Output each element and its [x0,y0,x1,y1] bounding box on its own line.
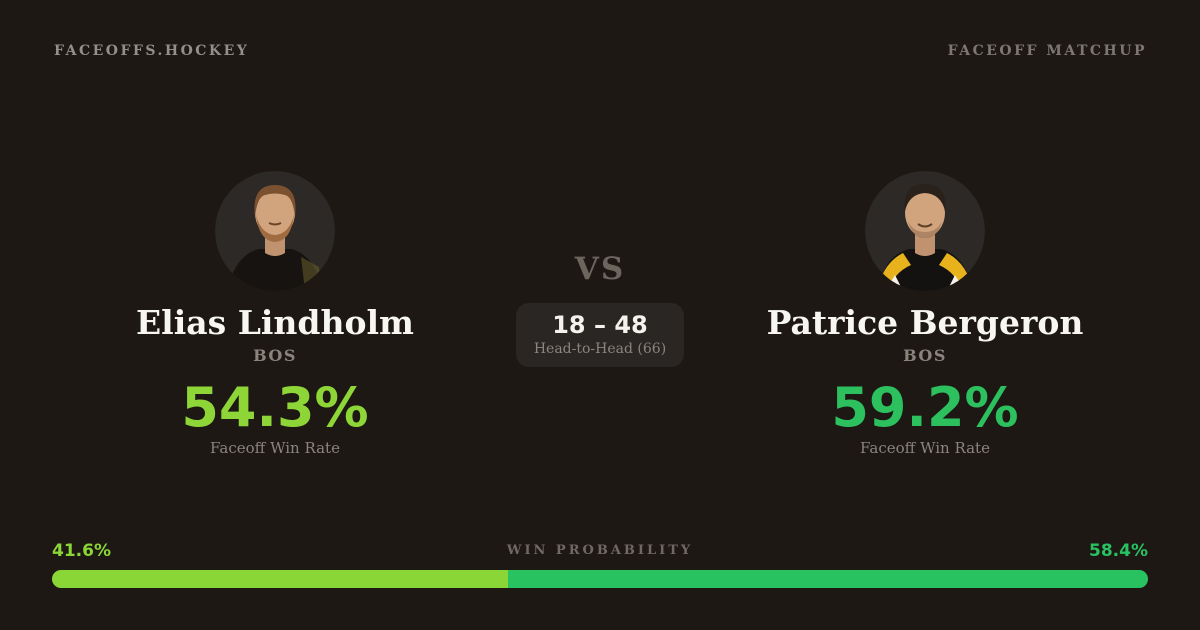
player-avatar-illustration [215,171,335,291]
head-to-head-box: 18 – 48 Head-to-Head (66) [515,303,685,367]
win-prob-right-fill [507,570,1148,588]
matchup-center: VS 18 – 48 Head-to-Head (66) [480,250,720,367]
right-win-rate-label: Faceoff Win Rate [860,439,990,457]
head-to-head-label: Head-to-Head (66) [533,341,667,357]
brand-logo-text: FACEOFFS.HOCKEY [54,43,250,59]
player-name-left: Elias Lindholm [136,303,414,342]
player-photo-right [865,171,985,291]
left-win-rate: 54.3% [181,376,369,439]
player-card-left: Elias Lindholm BOS 54.3% Faceoff Win Rat… [55,171,495,457]
win-probability-title: WIN PROBABILITY [506,543,694,558]
page-context-label: FACEOFF MATCHUP [947,43,1147,59]
player-name-right: Patrice Bergeron [766,303,1084,342]
win-probability-labels: 41.6% WIN PROBABILITY 58.4% [52,541,1148,561]
vs-label: VS [574,251,626,287]
player-card-right: Patrice Bergeron BOS 59.2% Faceoff Win R… [705,171,1145,457]
head-to-head-score: 18 – 48 [552,311,648,339]
player-team-left: BOS [253,346,297,365]
win-prob-left-fill [52,570,508,588]
player-avatar-illustration [865,171,985,291]
header: FACEOFFS.HOCKEY FACEOFF MATCHUP [54,43,1147,59]
win-prob-left-pct: 41.6% [52,541,111,561]
win-prob-right-pct: 58.4% [1089,541,1148,561]
right-win-rate: 59.2% [831,376,1019,439]
player-photo-left [215,171,335,291]
player-team-right: BOS [903,346,947,365]
win-probability-bar [52,570,1148,588]
left-win-rate-label: Faceoff Win Rate [210,439,340,457]
